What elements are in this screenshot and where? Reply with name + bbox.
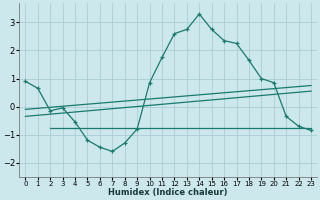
X-axis label: Humidex (Indice chaleur): Humidex (Indice chaleur): [108, 188, 228, 197]
